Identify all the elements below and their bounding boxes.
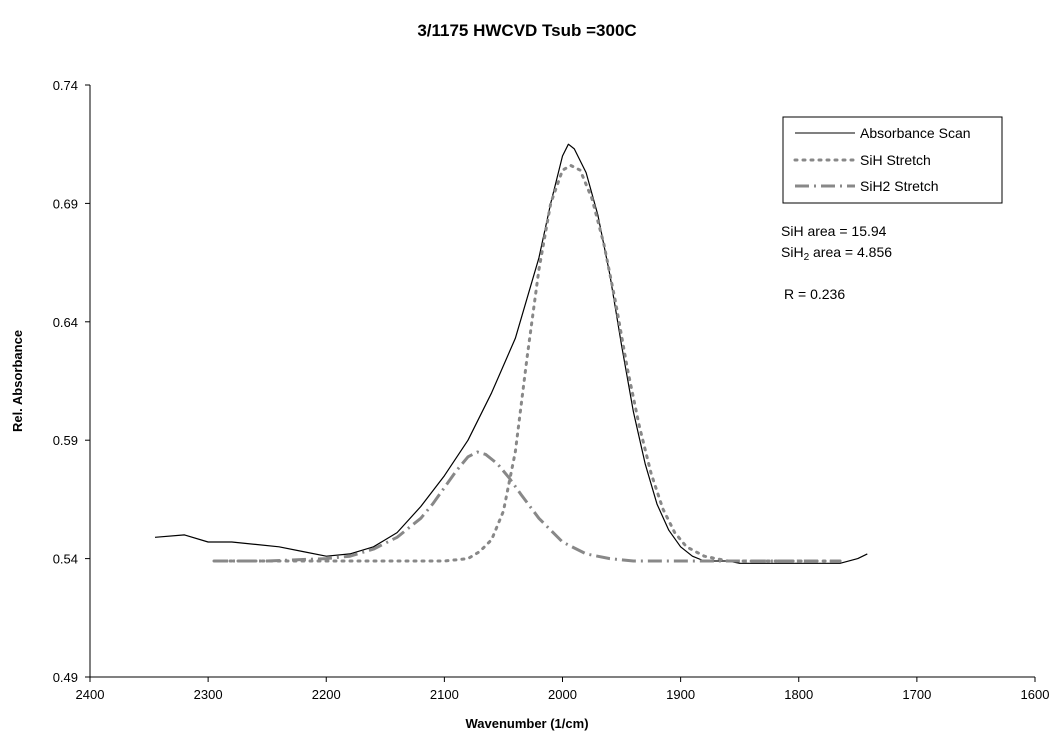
series-absorbance-scan <box>154 143 868 564</box>
y-tick-label-5: 0.49 <box>53 670 78 685</box>
series-layer <box>154 143 868 564</box>
x-tick-label-5: 1900 <box>666 687 695 702</box>
series-sih2-stretch <box>214 450 841 563</box>
x-tick-label-4: 2000 <box>548 687 577 702</box>
annotation-sih2-area: SiH2 area = 4.856 <box>781 244 892 263</box>
legend-label-absorbance-scan: Absorbance Scan <box>860 125 971 141</box>
annotation-sih-area: SiH area = 15.94 <box>781 223 887 239</box>
x-tick-label-6: 1800 <box>784 687 813 702</box>
legend-label-sih2-stretch: SiH2 Stretch <box>860 178 939 194</box>
y-tick-label-3: 0.59 <box>53 433 78 448</box>
series-sih-stretch <box>212 164 842 563</box>
y-ticks: 0.74 0.69 0.64 0.59 0.54 0.49 <box>53 78 90 685</box>
annotations: SiH area = 15.94 SiH2 area = 4.856 R = 0… <box>781 223 892 302</box>
plot-area: 2400 2300 2200 2100 2000 1900 1800 1700 1600 0.7… <box>53 78 1050 702</box>
legend: Absorbance Scan SiH Stretch SiH2 Stretch <box>782 116 1003 204</box>
y-tick-label-0: 0.74 <box>53 78 78 93</box>
x-tick-label-2: 2200 <box>312 687 341 702</box>
y-tick-label-1: 0.69 <box>53 196 78 211</box>
x-tick-label-8: 1600 <box>1021 687 1050 702</box>
x-tick-label-3: 2100 <box>430 687 459 702</box>
chart-title: 3/1175 HWCVD Tsub =300C <box>417 21 636 40</box>
x-tick-label-1: 2300 <box>194 687 223 702</box>
y-tick-label-2: 0.64 <box>53 315 78 330</box>
annotation-sih2-subscript: 2 <box>804 252 810 263</box>
legend-label-sih-stretch: SiH Stretch <box>860 152 931 168</box>
x-tick-label-0: 2400 <box>76 687 105 702</box>
annotation-sih2-prefix: SiH <box>781 244 804 260</box>
y-tick-label-4: 0.54 <box>53 552 78 567</box>
annotation-sih2-suffix: area = 4.856 <box>809 244 892 260</box>
x-axis-label: Wavenumber (1/cm) <box>465 716 588 731</box>
annotation-r-value: R = 0.236 <box>784 286 845 302</box>
x-tick-label-7: 1700 <box>902 687 931 702</box>
y-axis-label: Rel. Absorbance <box>10 330 25 432</box>
x-ticks: 2400 2300 2200 2100 2000 1900 1800 1700 1600 <box>76 677 1050 702</box>
